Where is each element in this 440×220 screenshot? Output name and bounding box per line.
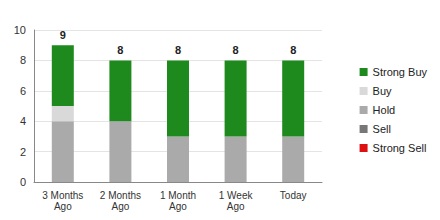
svg-text:Today: Today — [280, 190, 307, 201]
svg-text:2: 2 — [20, 146, 26, 158]
svg-text:Ago: Ago — [54, 201, 72, 212]
svg-text:8: 8 — [233, 44, 239, 56]
svg-text:6: 6 — [20, 85, 26, 97]
svg-text:4: 4 — [20, 115, 26, 127]
svg-text:Strong Sell: Strong Sell — [373, 142, 427, 154]
svg-text:Sell: Sell — [373, 123, 391, 135]
svg-text:8: 8 — [20, 54, 26, 66]
svg-text:10: 10 — [14, 24, 26, 36]
svg-text:Strong Buy: Strong Buy — [373, 66, 428, 78]
svg-text:Ago: Ago — [112, 201, 130, 212]
svg-text:Buy: Buy — [373, 85, 392, 97]
svg-text:1 Week: 1 Week — [219, 190, 254, 201]
svg-text:3 Months: 3 Months — [42, 190, 83, 201]
svg-text:1 Month: 1 Month — [160, 190, 196, 201]
svg-text:Ago: Ago — [227, 201, 245, 212]
svg-text:0: 0 — [20, 176, 26, 188]
svg-text:Hold: Hold — [373, 104, 396, 116]
svg-text:8: 8 — [290, 44, 296, 56]
svg-text:9: 9 — [60, 29, 66, 41]
svg-text:8: 8 — [117, 44, 123, 56]
svg-text:Ago: Ago — [169, 201, 187, 212]
svg-text:8: 8 — [175, 44, 181, 56]
svg-text:2 Months: 2 Months — [100, 190, 141, 201]
